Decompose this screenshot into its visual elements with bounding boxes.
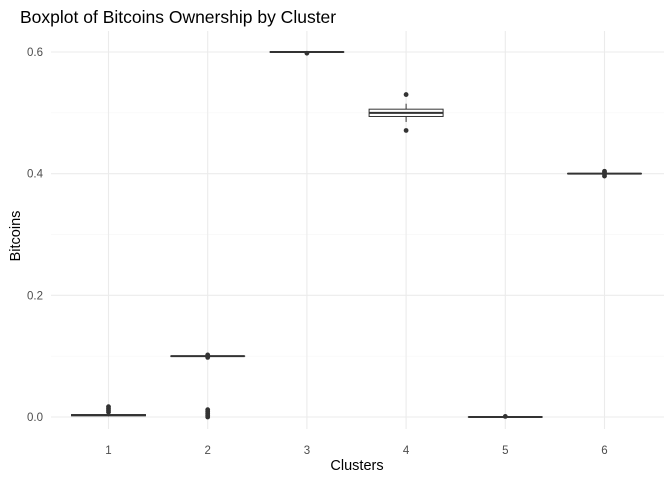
outlier-point [205, 407, 211, 413]
x-tick-label: 6 [601, 445, 607, 457]
y-tick-label: 0.0 [27, 412, 43, 424]
tick-layer: 0.0 0.2 0.4 0.6 1 2 3 4 5 6 [27, 47, 608, 457]
chart-title: Boxplot of Bitcoins Ownership by Cluster [20, 7, 336, 27]
box-cluster-5 [467, 413, 543, 419]
y-tick-label: 0.2 [27, 290, 43, 302]
box-cluster-1 [71, 404, 146, 417]
outlier-point [502, 413, 508, 419]
outlier-point [602, 168, 607, 174]
box-cluster-4 [368, 92, 444, 133]
y-axis-label: Bitcoins [8, 211, 24, 262]
x-tick-label: 1 [105, 445, 111, 457]
box-cluster-3 [269, 50, 345, 56]
y-tick-label: 0.4 [27, 169, 44, 181]
outlier-point [403, 128, 409, 133]
x-tick-label: 5 [502, 445, 508, 457]
outlier-point [304, 50, 310, 56]
x-tick-label: 4 [403, 445, 410, 457]
box-layer [71, 50, 642, 420]
y-tick-label: 0.6 [27, 47, 43, 59]
box-cluster-6 [567, 168, 642, 179]
x-tick-label: 3 [304, 445, 310, 457]
outlier-point [205, 352, 211, 358]
grid-layer [51, 31, 664, 429]
x-tick-label: 2 [204, 445, 210, 457]
box-cluster-2 [170, 352, 246, 420]
x-axis-label: Clusters [330, 458, 383, 474]
outlier-point [106, 404, 111, 410]
outlier-point [403, 92, 409, 97]
